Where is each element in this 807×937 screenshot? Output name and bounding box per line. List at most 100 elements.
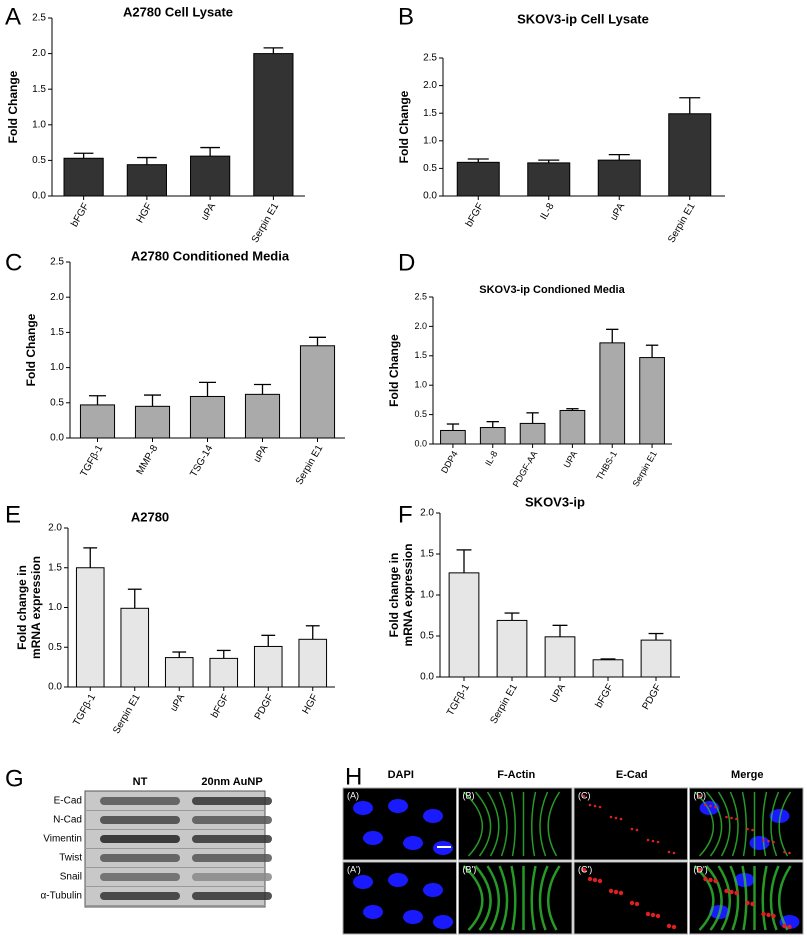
y-tick-label: 2.5 bbox=[414, 291, 427, 301]
bar bbox=[75, 567, 105, 688]
ecad-dot bbox=[729, 889, 734, 895]
bar bbox=[640, 639, 672, 678]
y-axis-label: Fold Change bbox=[24, 313, 38, 386]
nucleus bbox=[423, 883, 443, 897]
ecad-dot bbox=[650, 912, 656, 918]
ecad-dot bbox=[651, 839, 655, 843]
bar bbox=[190, 155, 231, 197]
micro-tag: (B) bbox=[463, 790, 475, 800]
ecad-dot bbox=[708, 877, 713, 883]
y-tick-label: 0.5 bbox=[50, 397, 64, 408]
actin-fiber bbox=[770, 791, 780, 857]
ecad-dot bbox=[614, 816, 618, 820]
x-tick-label: Serpin E1 bbox=[488, 682, 520, 726]
micro-column: E-Cad bbox=[616, 769, 648, 781]
nucleus bbox=[363, 831, 383, 845]
x-tick-label: PDGF bbox=[253, 692, 276, 722]
chart-title: SKOV3-ip Cell Lysate bbox=[517, 11, 649, 26]
x-tick-label: IL-8 bbox=[483, 449, 499, 467]
ecad-dot bbox=[767, 839, 770, 843]
y-tick-label: 2.5 bbox=[423, 53, 437, 64]
ecad-dot bbox=[745, 900, 750, 906]
bar bbox=[299, 345, 336, 439]
ecad-dot bbox=[704, 803, 707, 807]
blot-row: Twist bbox=[59, 853, 82, 864]
y-tick-label: 0.5 bbox=[32, 155, 46, 166]
actin-fiber bbox=[717, 865, 732, 931]
x-tick-label: IL-8 bbox=[538, 201, 556, 222]
actin-fiber bbox=[761, 791, 768, 857]
nucleus bbox=[403, 836, 423, 850]
blot-row: α-Tubulin bbox=[40, 891, 82, 902]
blot-band bbox=[100, 835, 180, 843]
blot-row: Vimentin bbox=[43, 834, 82, 845]
y-tick-label: 2.0 bbox=[32, 48, 46, 59]
bar bbox=[253, 53, 294, 197]
bar bbox=[527, 162, 571, 197]
bar bbox=[479, 427, 506, 445]
blot-row: Snail bbox=[60, 872, 82, 883]
actin-fiber bbox=[510, 865, 517, 931]
blot-band bbox=[192, 835, 272, 843]
ecad-dot bbox=[735, 817, 738, 821]
nucleus bbox=[749, 836, 770, 850]
y-tick-label: 1.0 bbox=[423, 135, 437, 146]
actin-fiber bbox=[705, 791, 723, 857]
nucleus bbox=[423, 809, 443, 823]
x-tick-label: PDGF-AA bbox=[511, 449, 540, 489]
actin-fiber bbox=[530, 865, 537, 931]
x-tick-label: Serpin E1 bbox=[666, 201, 698, 245]
ecad-dot bbox=[609, 815, 613, 819]
y-axis-label: Fold change in bbox=[387, 553, 401, 638]
ecad-dot bbox=[714, 805, 717, 809]
bar bbox=[519, 422, 546, 445]
ecad-dot bbox=[655, 913, 661, 919]
y-tick-label: 1.5 bbox=[32, 84, 46, 95]
ecad-dot bbox=[734, 890, 739, 896]
ecad-dot bbox=[713, 878, 718, 884]
y-tick-label: 2.0 bbox=[48, 523, 62, 534]
x-tick-label: MMP-8 bbox=[135, 443, 161, 477]
ecad-dot bbox=[592, 877, 598, 883]
x-tick-label: DDP4 bbox=[439, 449, 460, 475]
blot-band bbox=[192, 873, 272, 881]
blot-row: N-Cad bbox=[53, 815, 82, 826]
ecad-dot bbox=[787, 924, 792, 930]
x-tick-label: HGF bbox=[301, 692, 321, 716]
bar bbox=[253, 645, 283, 688]
x-tick-label: uPA bbox=[199, 201, 218, 223]
panel-letter: H bbox=[345, 763, 362, 790]
actin-fiber bbox=[741, 865, 748, 931]
ecad-dot bbox=[666, 923, 672, 929]
bar bbox=[639, 357, 665, 445]
x-tick-label: TGFβ-1 bbox=[71, 692, 98, 728]
bar bbox=[189, 395, 226, 439]
blot-column: NT bbox=[133, 776, 148, 788]
actin-fiber bbox=[486, 865, 501, 931]
chart-title: SKOV3-ip bbox=[525, 494, 585, 509]
nucleus bbox=[388, 799, 408, 813]
bar bbox=[599, 342, 626, 445]
actin-fiber bbox=[741, 791, 748, 857]
bar bbox=[63, 157, 104, 197]
ecad-dot bbox=[751, 828, 754, 832]
y-axis-label: Fold Change bbox=[387, 334, 401, 407]
y-axis-label: mRNA expression bbox=[401, 544, 415, 647]
bar bbox=[298, 638, 328, 688]
ecad-dot bbox=[645, 911, 651, 917]
panel-letter: A bbox=[5, 3, 21, 30]
bar bbox=[448, 572, 480, 678]
bar bbox=[668, 113, 712, 197]
ecad-dot bbox=[597, 878, 603, 884]
ecad-dot bbox=[667, 850, 671, 854]
actin-fiber bbox=[693, 791, 714, 857]
panel-letter: D bbox=[398, 249, 415, 276]
actin-fiber bbox=[462, 791, 483, 857]
x-tick-label: bFGF bbox=[209, 692, 231, 720]
bar bbox=[544, 636, 576, 678]
x-tick-label: bFGF bbox=[594, 682, 616, 710]
blot-column: 20nm AuNP bbox=[201, 776, 262, 788]
panel-letter: F bbox=[398, 501, 413, 528]
x-tick-label: TGFβ-1 bbox=[79, 443, 106, 479]
